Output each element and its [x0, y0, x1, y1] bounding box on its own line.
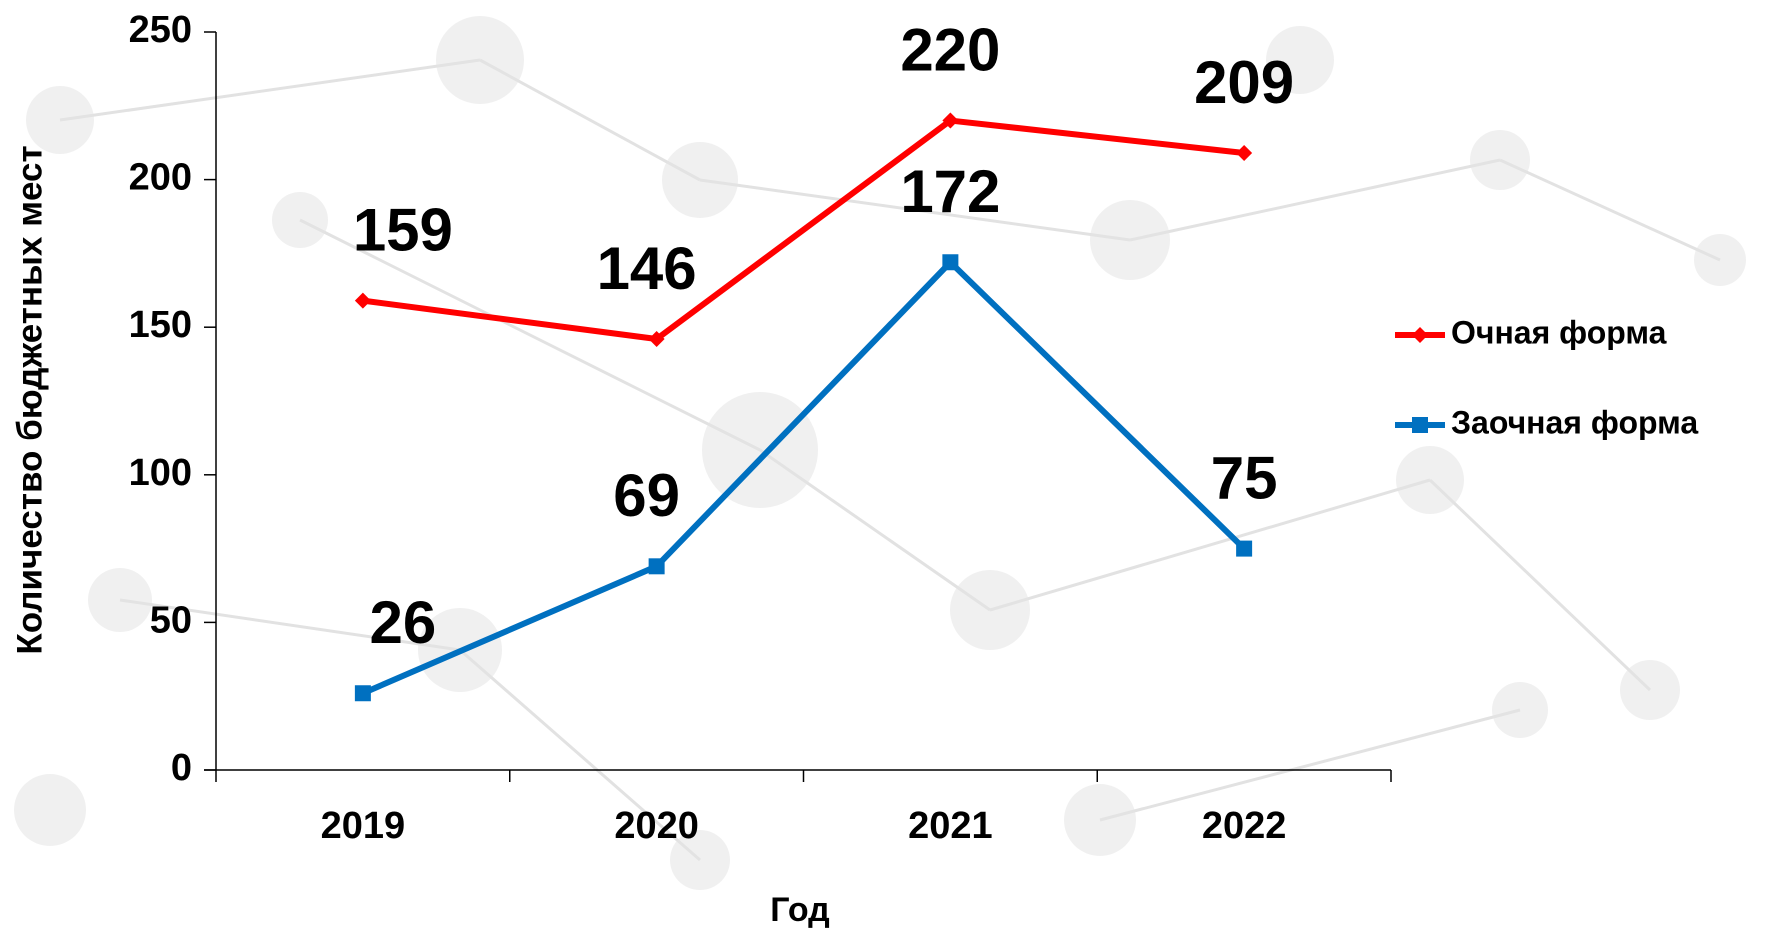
y-tick-label: 200 — [129, 157, 192, 199]
point — [942, 112, 959, 129]
x-tick-label: 2019 — [321, 805, 406, 847]
series-line — [361, 259, 1247, 697]
legend-marker — [1412, 417, 1428, 433]
point — [648, 331, 665, 348]
point — [1236, 540, 1253, 557]
legend-marker — [1412, 327, 1428, 343]
series-line — [362, 117, 1245, 343]
point — [1236, 145, 1253, 162]
point — [648, 558, 665, 575]
data-label: 172 — [900, 158, 1000, 225]
legend-label: Очная форма — [1451, 314, 1667, 350]
x-tick-label: 2022 — [1202, 805, 1287, 847]
point — [354, 292, 371, 309]
x-tick-label: 2021 — [908, 805, 993, 847]
data-label: 220 — [900, 16, 1000, 83]
data-label: 146 — [597, 235, 697, 302]
point — [354, 685, 371, 702]
data-label: 159 — [353, 196, 453, 263]
y-axis-title: Количество бюджетных мест — [10, 145, 49, 654]
data-label: 26 — [370, 589, 437, 656]
x-axis-title: Год — [770, 891, 829, 929]
x-tick-label: 2020 — [614, 805, 699, 847]
data-label: 209 — [1194, 49, 1294, 116]
y-tick-label: 250 — [129, 9, 192, 51]
y-tick-label: 50 — [150, 599, 192, 641]
legend-label: Заочная форма — [1451, 404, 1698, 440]
background-network — [14, 16, 1746, 890]
y-tick-label: 100 — [129, 452, 192, 494]
point — [942, 254, 959, 271]
y-tick-label: 0 — [171, 747, 192, 789]
y-tick-label: 150 — [129, 304, 192, 346]
data-label: 69 — [613, 462, 680, 529]
data-label: 75 — [1211, 444, 1278, 511]
